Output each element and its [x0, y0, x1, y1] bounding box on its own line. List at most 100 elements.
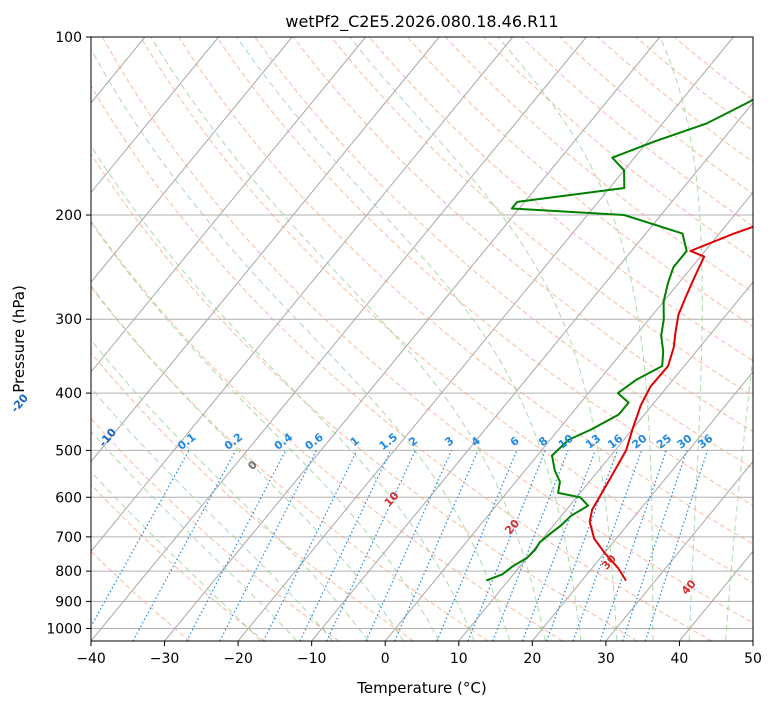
x-tick-label: −30 — [150, 651, 180, 667]
moist-adiabat-label: 20 — [502, 517, 522, 537]
y-tick-label: 600 — [55, 490, 82, 506]
moist-adiabat-line — [659, 37, 703, 641]
plot-frame — [90, 36, 754, 642]
dry-adiabat-line — [102, 37, 753, 624]
isotherm-line — [605, 460, 753, 641]
moist-adiabat-line — [91, 387, 334, 641]
dry-adiabat-line — [91, 220, 563, 641]
dry-adiabat-line — [406, 37, 753, 327]
moist-adiabat-line — [725, 350, 753, 641]
background-lines — [91, 37, 753, 641]
moist-adiabat-label: 10 — [382, 489, 402, 509]
mixing-ratio-line — [467, 450, 546, 641]
dry-adiabat-line — [91, 84, 713, 641]
mixing-ratio-line — [132, 450, 237, 641]
x-tick-label: 30 — [597, 651, 615, 667]
isotherm-line — [531, 371, 753, 641]
x-tick-label: −40 — [76, 651, 106, 667]
mixing-ratio-label: 6 — [508, 434, 522, 449]
dry-adiabat-line — [91, 286, 489, 641]
y-tick-label: 200 — [55, 208, 82, 224]
x-tick-label: 20 — [523, 651, 541, 667]
isotherm-line — [752, 640, 753, 641]
y-tick-label: 300 — [55, 312, 82, 328]
mixing-ratio-line — [644, 450, 709, 641]
dewpoint-line — [485, 98, 753, 582]
isotherm-line — [91, 37, 587, 641]
dry-adiabat-line — [368, 37, 753, 362]
mixing-ratio-line — [219, 450, 317, 641]
dry-adiabat-line — [91, 352, 414, 641]
mixing-ratio-label: 30 — [675, 432, 695, 452]
dry-adiabat-line — [91, 417, 340, 641]
sounding-series — [485, 98, 753, 582]
axis-ticks: −40 −30 −20 −10 0 10 20 30 40 5010020030040050060… — [46, 30, 762, 667]
grid-lines — [91, 37, 753, 641]
moist-adiabat-line — [150, 37, 546, 641]
mixing-ratio-line — [436, 450, 518, 641]
mixing-ratio-line — [546, 450, 618, 641]
dry-adiabat-line — [635, 37, 753, 132]
dry-adiabat-line — [673, 37, 753, 101]
dry-adiabat-line — [483, 37, 753, 260]
dry-adiabat-label: -20 — [8, 391, 31, 415]
dry-adiabat-line — [91, 153, 638, 641]
moist-adiabat-line — [91, 339, 369, 641]
x-tick-label: 50 — [744, 651, 762, 667]
isotherm-line — [91, 37, 219, 194]
mixing-ratio-line — [599, 450, 667, 641]
y-tick-label: 400 — [55, 386, 82, 402]
mixing-ratio-line — [572, 450, 643, 641]
dry-adiabat-line — [216, 37, 753, 507]
x-tick-label: −20 — [223, 651, 253, 667]
dry-adiabat-line — [445, 37, 753, 293]
temperature-line — [588, 225, 753, 582]
dry-adiabat-line — [178, 37, 753, 545]
y-axis-title: Pressure (hPa) — [10, 285, 28, 393]
moist-adiabat-line — [236, 37, 582, 641]
y-tick-label: 700 — [55, 530, 82, 546]
isotherm-line — [311, 102, 753, 641]
moist-adiabat-line — [91, 471, 262, 641]
mixing-ratio-line — [621, 450, 688, 641]
isotherm-line — [237, 37, 734, 641]
isotherm-line — [164, 37, 661, 641]
dry-adiabat-line — [140, 37, 753, 584]
isotherm-line — [91, 37, 514, 553]
moist-adiabat-line — [91, 145, 475, 641]
mixing-ratio-line — [394, 450, 479, 641]
x-tick-label: 40 — [671, 651, 689, 667]
y-tick-label: 100 — [55, 30, 82, 46]
moist-adiabat-label: 30 — [599, 552, 619, 572]
isotherm-line — [384, 191, 753, 641]
mixing-ratio-line — [262, 450, 358, 641]
moist-adiabat-label: 40 — [679, 577, 699, 597]
dry-adiabat-line — [91, 550, 191, 641]
dry-adiabat-line — [91, 483, 265, 641]
isotherm-line — [91, 37, 440, 463]
mixing-ratio-label: 0.2 — [222, 431, 245, 453]
moist-adiabat-line — [91, 430, 298, 641]
mixing-ratio-label: 1 — [348, 434, 362, 449]
x-tick-label: 0 — [381, 651, 390, 667]
moist-adiabat-line — [497, 37, 654, 641]
moist-adiabat-line — [91, 285, 405, 641]
mixing-ratio-label: 0.1 — [175, 431, 198, 453]
dry-adiabat-line — [292, 37, 753, 433]
chart-title: wetPf2_C2E5.2026.080.18.46.R11 — [285, 12, 558, 32]
isotherm-line — [91, 37, 366, 373]
mixing-ratio-line — [492, 450, 569, 641]
mixing-ratio-label: 16 — [605, 432, 625, 452]
mixing-ratio-line — [365, 450, 453, 641]
mixing-ratio-label: 1.5 — [377, 431, 400, 453]
moist-adiabat-line — [91, 221, 440, 641]
x-axis-title: Temperature (°C) — [356, 679, 486, 697]
mixing-ratio-label: 0.6 — [303, 430, 327, 452]
y-tick-label: 800 — [55, 564, 82, 580]
mixing-ratio-label: 25 — [654, 432, 674, 452]
mixing-ratio-label: 3 — [442, 434, 456, 449]
y-tick-label: 500 — [55, 443, 82, 459]
dry-adiabat-line — [254, 37, 753, 469]
mixing-ratio-label: 20 — [629, 432, 649, 452]
